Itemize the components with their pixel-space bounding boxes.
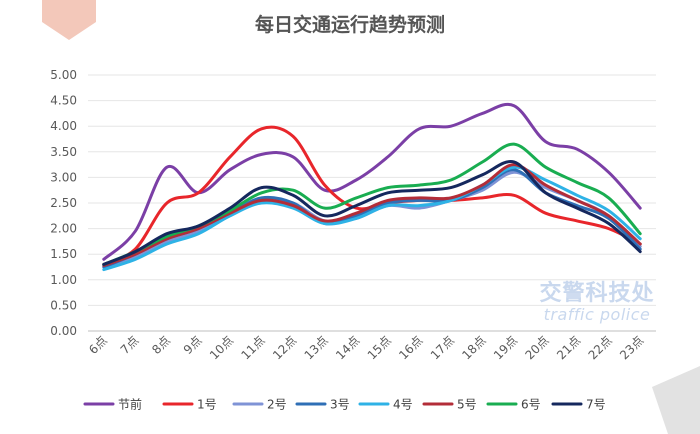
x-tick-label: 17点 (428, 333, 457, 362)
series-line-7 (102, 142, 642, 266)
legend-label: 节前 (118, 397, 142, 412)
legend-label: 4号 (393, 398, 413, 412)
y-tick-label: 3.50 (50, 145, 77, 159)
y-tick-label: 2.50 (50, 196, 77, 210)
y-tick-label: 5.00 (50, 68, 77, 82)
corner-fold-bottom-right (652, 366, 700, 434)
y-tick-label: 0.50 (50, 298, 77, 312)
x-tick-label: 14点 (333, 333, 362, 362)
x-tick-label: 12点 (270, 333, 299, 362)
x-tick-label: 20点 (522, 333, 551, 362)
y-tick-label: 3.00 (50, 170, 77, 184)
y-tick-label: 4.00 (50, 119, 77, 133)
series-line-1 (102, 102, 642, 261)
x-tick-label: 6点 (86, 333, 110, 357)
x-tick-label: 16点 (396, 333, 425, 362)
series-line-6 (102, 163, 642, 267)
legend-label: 6号 (521, 398, 541, 412)
legend-label: 7号 (586, 398, 606, 412)
legend-label: 2号 (267, 398, 287, 412)
y-tick-label: 2.00 (50, 222, 77, 236)
series-line-5 (102, 165, 642, 272)
watermark-cn: 交警科技处 (539, 281, 655, 306)
y-tick-label: 0.00 (50, 324, 77, 338)
x-tick-label: 7点 (118, 333, 142, 357)
x-tick-label: 23点 (617, 333, 646, 362)
x-tick-label: 11点 (238, 333, 267, 362)
legend-label: 5号 (457, 398, 477, 412)
x-tick-label: 19点 (491, 333, 520, 362)
x-tick-label: 8点 (149, 333, 173, 357)
series-line-2 (102, 125, 642, 266)
x-tick-label: 15点 (365, 333, 394, 362)
x-tick-label: 21点 (554, 333, 583, 362)
legend-label: 1号 (197, 398, 217, 412)
series-line-8 (102, 160, 642, 266)
x-tick-label: 10点 (207, 333, 236, 362)
x-tick-label: 9点 (181, 333, 205, 357)
legend-label: 3号 (330, 398, 350, 412)
corner-fold-top-left (42, 0, 96, 40)
watermark: 交警科技处 traffic police (522, 281, 672, 325)
y-tick-label: 1.50 (50, 247, 77, 261)
y-tick-label: 4.50 (50, 94, 77, 108)
watermark-en: traffic police (543, 305, 651, 325)
x-tick-label: 13点 (302, 333, 331, 362)
chart-title: 每日交通运行趋势预测 (254, 14, 445, 36)
y-tick-label: 1.00 (50, 273, 77, 287)
x-tick-label: 22点 (586, 333, 615, 362)
x-tick-label: 18点 (459, 333, 488, 362)
